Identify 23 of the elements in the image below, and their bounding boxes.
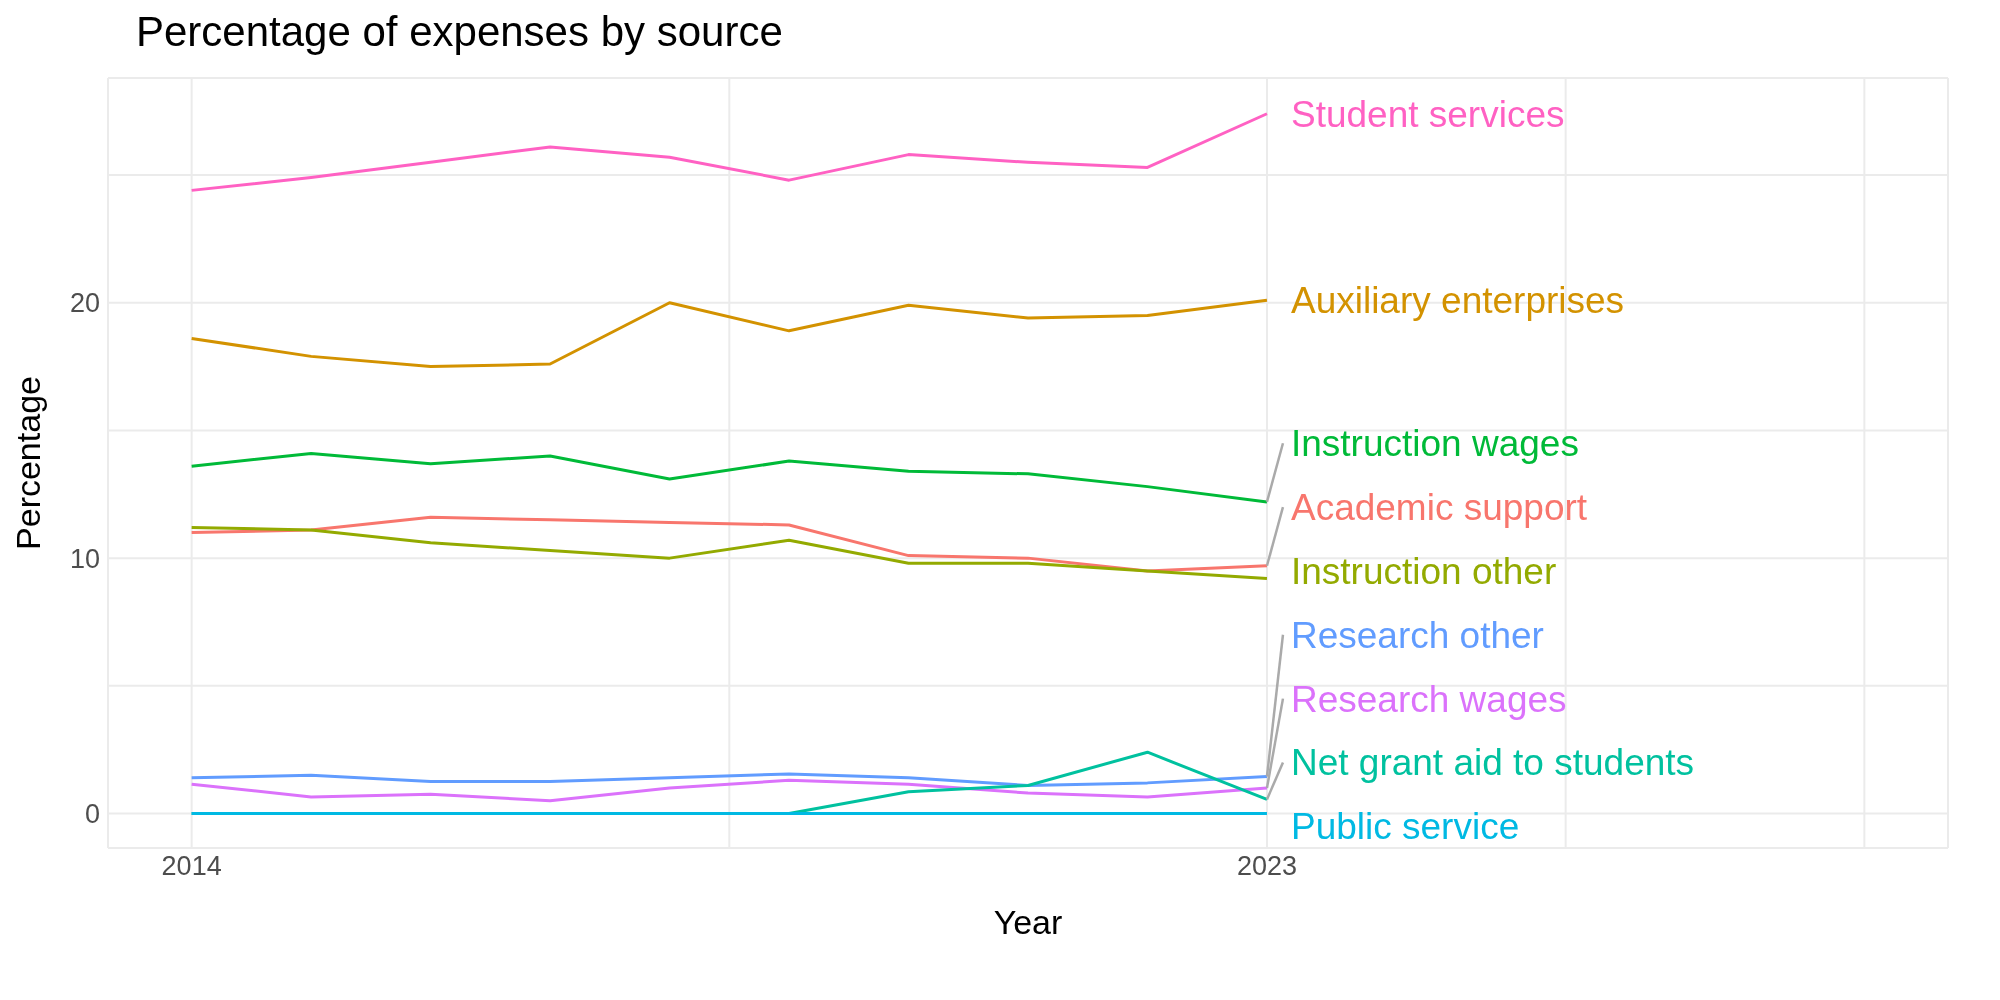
y-tick-label: 20 [69, 288, 100, 319]
series-label: Public service [1290, 806, 1520, 848]
text: Research other [1290, 614, 1544, 656]
series-label: Net grant aid to students [1290, 742, 1695, 784]
y-axis-title: Percentage [9, 376, 48, 550]
series-label: Instruction wages [1290, 423, 1579, 465]
line-series [190, 525, 1269, 581]
series-label: Student services [1290, 93, 1565, 135]
line-series [190, 112, 1269, 192]
y-tick-label: 10 [69, 543, 100, 574]
line-series [190, 451, 1269, 504]
x-tick-label: 2023 [1236, 851, 1297, 882]
series-label: Academic support [1290, 487, 1588, 528]
y-tick-label: 0 [84, 799, 100, 830]
line-series [190, 778, 1269, 803]
line-series [190, 298, 1269, 369]
series-label: Research wages [1290, 678, 1567, 720]
x-axis-title: Year [993, 903, 1063, 941]
x-tick-label: 2014 [161, 851, 222, 882]
series-label: Auxiliary enterprises [1290, 280, 1625, 322]
chart-title: Percentage of expenses by source [136, 8, 784, 57]
series-label: Instruction other [1290, 550, 1557, 592]
line-series [190, 772, 1269, 787]
